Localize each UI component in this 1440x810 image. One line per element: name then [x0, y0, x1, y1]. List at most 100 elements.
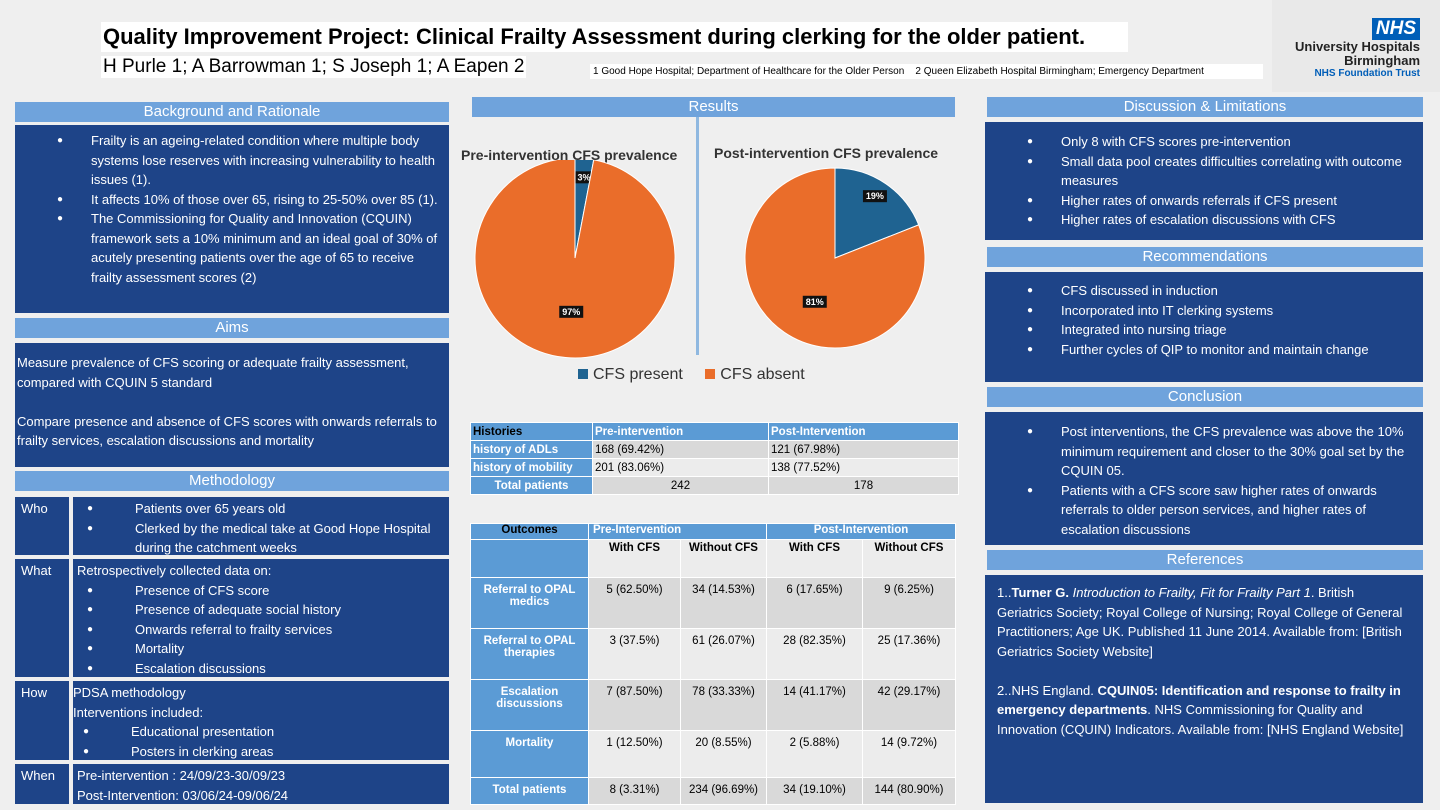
cell: 9 (6.25%): [862, 577, 956, 629]
cell: 1 (12.50%): [588, 730, 681, 778]
method-who: Who Patients over 65 years oldClerked by…: [15, 497, 449, 555]
row-label: Referral to OPAL therapies: [470, 628, 589, 680]
bullet: It affects 10% of those over 65, rising …: [23, 190, 441, 210]
when-post: Post-Intervention: 03/06/24-09/06/24: [77, 787, 289, 803]
legend-present: CFS present: [593, 366, 683, 383]
when-pre: Pre-intervention : 24/09/23-30/09/23: [77, 768, 286, 783]
th: Post-Intervention: [768, 422, 959, 441]
cell: 138 (77.52%): [768, 458, 959, 477]
cell: 121 (67.98%): [768, 440, 959, 459]
cell: 34 (14.53%): [680, 577, 767, 629]
legend-swatch-present: [578, 369, 588, 379]
bullet: CFS discussed in induction: [993, 281, 1415, 301]
table-row: Mortality 1 (12.50%) 20 (8.55%) 2 (5.88%) 14…: [470, 730, 956, 778]
bullet: Escalation discussions: [77, 659, 445, 679]
cell: 234 (96.69%): [680, 777, 767, 805]
bullet: Incorporated into IT clerking systems: [993, 301, 1415, 321]
bullet: Small data pool creates difficulties cor…: [993, 152, 1415, 191]
bullet: Frailty is an ageing-related condition w…: [23, 131, 441, 190]
conclusion-header: Conclusion: [987, 387, 1423, 407]
legend-swatch-absent: [705, 369, 716, 379]
cell: 14 (41.17%): [766, 679, 863, 731]
data-label: 19%: [866, 191, 884, 201]
bullet: Higher rates of onwards referrals if CFS…: [993, 191, 1415, 211]
th: Post-Intervention: [766, 523, 956, 540]
background-header: Background and Rationale: [15, 102, 449, 122]
aim: Measure prevalence of CFS scoring or ade…: [17, 355, 409, 390]
logo-line3: NHS Foundation Trust: [1314, 68, 1420, 79]
subheader: With CFS: [766, 539, 863, 578]
th: Outcomes: [470, 523, 589, 540]
table-row: Referral to OPAL therapies 3 (37.5%) 61 (2…: [470, 628, 956, 680]
pie-slice-absent: [744, 167, 926, 349]
bullet: Mortality: [77, 639, 445, 659]
outcomes-table: Outcomes Pre-Intervention Post-Interventio…: [470, 523, 956, 805]
cell: 6 (17.65%): [766, 577, 863, 629]
bullet: Patients over 65 years old: [77, 499, 445, 519]
table-row: Escalation discussions 7 (87.50%) 78 (33.3…: [470, 679, 956, 731]
discussion-header: Discussion & Limitations: [987, 97, 1423, 117]
row-label: Total patients: [470, 476, 593, 495]
cell: 20 (8.55%): [680, 730, 767, 778]
reference-2: 2..NHS England. CQUIN05: Identification …: [997, 682, 1404, 737]
cell: 25 (17.36%): [862, 628, 956, 680]
bullet: Patients with a CFS score saw higher rat…: [993, 481, 1415, 540]
post-chart-title: Post-intervention CFS prevalence: [714, 145, 939, 161]
how-intro: PDSA methodology: [73, 685, 186, 700]
cell: 42 (29.17%): [862, 679, 956, 731]
pre-chart-title: Pre-intervention CFS prevalence: [461, 147, 678, 163]
cell: 168 (69.42%): [592, 440, 769, 459]
cell: 8 (3.31%): [588, 777, 681, 805]
divider: [696, 117, 699, 355]
histories-table: Histories Pre-intervention Post-Interventi…: [470, 422, 959, 495]
logo-line2: Birmingham: [1344, 53, 1420, 68]
how-label: How: [15, 681, 69, 760]
discussion-body: Only 8 with CFS scores pre-interventionS…: [985, 122, 1423, 240]
aims-body: Measure prevalence of CFS scoring or ade…: [15, 343, 449, 467]
nhs-logo: NHS University Hospitals Birmingham NHS …: [1272, 0, 1440, 92]
bullet: Presence of adequate social history: [77, 600, 445, 620]
bullet: The Commissioning for Quality and Innova…: [23, 209, 441, 287]
logo-line1: University Hospitals: [1295, 39, 1420, 54]
table-row: Referral to OPAL medics 5 (62.50%) 34 (14.…: [470, 577, 956, 629]
data-label-bg: [802, 295, 827, 308]
legend-absent: CFS absent: [720, 366, 805, 383]
methodology-header: Methodology: [15, 471, 449, 491]
data-label-bg: [559, 305, 584, 318]
cell: 7 (87.50%): [588, 679, 681, 731]
row-label: history of ADLs: [470, 440, 593, 459]
cell: 61 (26.07%): [680, 628, 767, 680]
row-label: Referral to OPAL medics: [470, 577, 589, 629]
cell: 78 (33.33%): [680, 679, 767, 731]
cell: 3 (37.5%): [588, 628, 681, 680]
references-header: References: [987, 550, 1423, 570]
cell: 178: [768, 476, 959, 495]
bullet: Onwards referral to frailty services: [77, 620, 445, 640]
cell: 2 (5.88%): [766, 730, 863, 778]
bullet: Further cycles of QIP to monitor and mai…: [993, 340, 1415, 360]
bullet: Presence of CFS score: [77, 581, 445, 601]
th: Pre-intervention: [592, 422, 769, 441]
pie-slice-absent: [474, 160, 676, 359]
method-when: When Pre-intervention : 24/09/23-30/09/2…: [15, 764, 449, 804]
bullet: Clerked by the medical take at Good Hope…: [77, 519, 445, 558]
bullet: Higher rates of escalation discussions w…: [993, 210, 1415, 230]
data-label: 3%: [578, 172, 591, 182]
who-label: Who: [15, 497, 69, 555]
chart-legend: CFS present CFS absent: [578, 366, 805, 384]
authors: H Purle 1; A Barrowman 1; S Joseph 1; A …: [101, 56, 527, 78]
recommendations-body: CFS discussed in inductionIncorporated i…: [985, 272, 1423, 382]
what-label: What: [15, 559, 69, 677]
aims-header: Aims: [15, 318, 449, 338]
affiliations: 1 Good Hope Hospital; Department of Heal…: [590, 64, 1263, 79]
subheader: With CFS: [588, 539, 681, 578]
when-label: When: [15, 764, 69, 804]
row-label: Escalation discussions: [470, 679, 589, 731]
th: Histories: [470, 422, 593, 441]
cell: 5 (62.50%): [588, 577, 681, 629]
cell: 28 (82.35%): [766, 628, 863, 680]
pie-slice-present: [834, 167, 920, 259]
cell: 201 (83.06%): [592, 458, 769, 477]
cell: 144 (80.90%): [862, 777, 956, 805]
cell: 14 (9.72%): [862, 730, 956, 778]
